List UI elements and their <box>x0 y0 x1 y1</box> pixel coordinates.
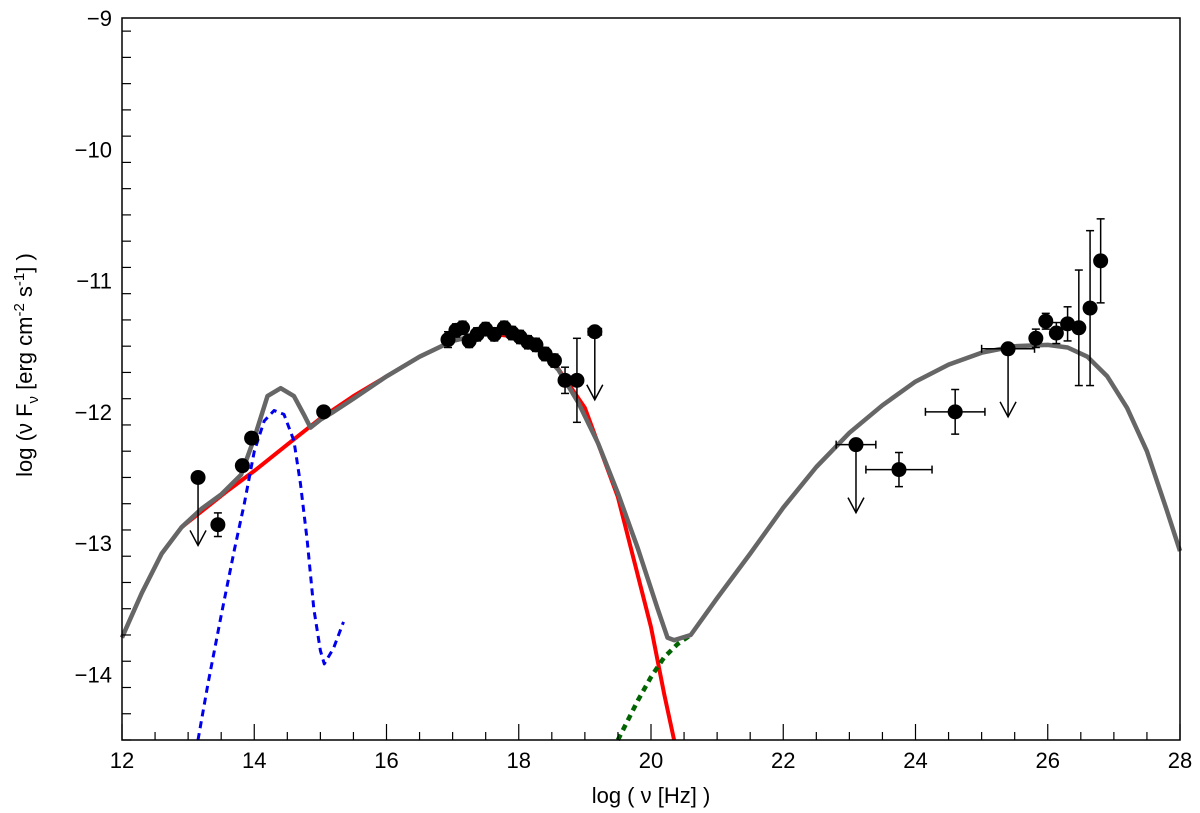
upper-limit-point <box>848 437 864 453</box>
data-point <box>546 353 562 369</box>
y-axis-title: log (ν Fν [erg cm-2 s-1] ) <box>11 253 42 477</box>
disk-curve <box>196 409 345 741</box>
upper-limits <box>189 324 1036 548</box>
data-point <box>528 337 544 353</box>
upper-limit-arrowhead <box>189 530 207 548</box>
y-axis-title-main: log (ν F <box>12 403 37 476</box>
y-tick-label: −13 <box>75 531 112 556</box>
data-point <box>1038 313 1054 329</box>
x-tick-label: 22 <box>771 748 795 773</box>
data-point <box>1093 253 1109 269</box>
data-point <box>234 458 250 474</box>
y-tick-label: −12 <box>75 400 112 425</box>
y-tick-label: −14 <box>75 662 112 687</box>
x-tick-label: 12 <box>110 748 134 773</box>
data-point <box>569 372 585 388</box>
y-axis-ticks: −14 −13 −12 −11 −10 −9 <box>75 6 131 741</box>
x-tick-label: 26 <box>1036 748 1060 773</box>
upper-limit-arrowhead <box>999 401 1017 419</box>
y-axis-title-s: s <box>12 286 37 303</box>
y-tick-label: −10 <box>75 137 112 162</box>
upper-limit-arrowhead <box>586 384 604 402</box>
data-point <box>891 462 907 478</box>
data-point <box>947 404 963 420</box>
x-tick-label: 14 <box>242 748 266 773</box>
x-tick-label: 20 <box>639 748 663 773</box>
y-axis-title-close: ] ) <box>12 253 37 273</box>
upper-limit-point <box>190 469 206 485</box>
y-axis-title-exp1: -2 <box>11 303 28 316</box>
data-point <box>1028 330 1044 346</box>
data-point <box>1082 300 1098 316</box>
data-points <box>210 218 1109 538</box>
x-tick-label: 16 <box>374 748 398 773</box>
y-axis-title-sub: ν <box>25 396 42 404</box>
y-axis-title-units: [erg cm <box>12 317 37 396</box>
x-axis-ticks: 12 14 16 18 20 22 24 26 28 <box>110 724 1192 773</box>
x-axis-title: log ( ν [Hz] ) <box>592 783 711 808</box>
x-tick-label: 18 <box>507 748 531 773</box>
y-tick-label: −11 <box>76 269 112 294</box>
upper-limit-point <box>587 324 603 340</box>
data-point <box>244 430 260 446</box>
data-point <box>210 517 226 533</box>
data-point <box>1048 325 1064 341</box>
y-tick-label: −9 <box>87 6 112 31</box>
data-point <box>455 320 471 336</box>
data-point <box>557 372 573 388</box>
data-point <box>1071 320 1087 336</box>
upper-limit-point <box>1000 341 1016 357</box>
y-axis-title-exp2: -1 <box>11 273 28 286</box>
upper-limit-arrowhead <box>847 497 865 515</box>
x-tick-label: 24 <box>903 748 927 773</box>
compton-curve <box>615 633 692 742</box>
data-point <box>316 404 332 420</box>
plot-frame <box>121 17 1181 741</box>
x-tick-label: 28 <box>1168 748 1192 773</box>
